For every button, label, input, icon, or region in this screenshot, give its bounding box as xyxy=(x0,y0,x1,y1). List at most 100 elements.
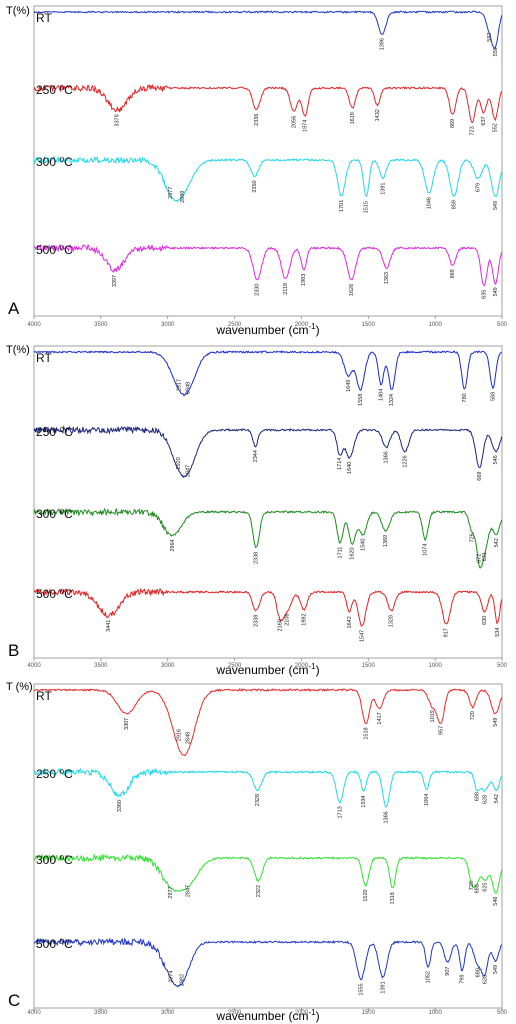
panel-a-peak-label-300-c-1391: 1391 xyxy=(380,183,386,195)
panel-a-peak-label-300-c-1515: 1515 xyxy=(364,201,370,213)
panel-c-series-label-rt: RT xyxy=(36,689,52,703)
panel-c-xtick-label-3000: 3000 xyxy=(161,1010,175,1016)
panel-a-peak-label-250-c-637: 637 xyxy=(481,116,487,125)
panel-b-xlabel: wavenumber (cm-1) xyxy=(215,662,319,677)
panel-a-peak-label-500-c-2118: 2118 xyxy=(283,283,289,295)
panel-b-xtick-label-2500: 2500 xyxy=(228,663,242,669)
panel-b-xtick-label-2000: 2000 xyxy=(295,663,309,669)
panel-c-xtick-label-4000: 4000 xyxy=(27,1010,41,1016)
panel-c-series-label-500-c: 500 ⁰C xyxy=(36,937,73,951)
panel-c-peak-label-rt-720: 720 xyxy=(470,711,476,720)
panel-a-peak-label-250-c-869: 869 xyxy=(450,119,456,128)
panel-b-peak-label-500-c-1547: 1547 xyxy=(359,630,365,642)
panel-b-series-label-rt: RT xyxy=(36,351,52,365)
panel-b-peak-label-500-c-630: 630 xyxy=(482,616,488,625)
panel-b-peak-label-300-c-2964: 2964 xyxy=(170,539,176,551)
panel-c-peak-label-rt-2916: 2916 xyxy=(176,729,182,741)
panel-c-peak-label-300-c-1318: 1318 xyxy=(390,892,396,904)
panel-a-series-label-rt: RT xyxy=(36,11,52,25)
panel-c-plot-frame xyxy=(33,683,503,1009)
panel-c-peak-label-rt-2848: 2848 xyxy=(185,732,191,744)
panel-a-xtick-label-2500: 2500 xyxy=(228,322,242,328)
panel-a-peak-label-250-c-1619: 1619 xyxy=(350,112,356,124)
panel-c-peak-label-250-c-1064: 1064 xyxy=(424,794,430,806)
panel-c-peak-label-rt-1417: 1417 xyxy=(377,712,383,724)
panel-c-peak-label-300-c-2847: 2847 xyxy=(186,885,192,897)
panel-c-series-line-300-c xyxy=(33,853,503,894)
panel-b-peak-label-300-c-726: 726 xyxy=(469,533,475,542)
panel-a-xtick-label-3000: 3000 xyxy=(161,322,175,328)
panel-c-xtick-label-2500: 2500 xyxy=(228,1010,242,1016)
panel-b-xtick-label-3500: 3500 xyxy=(94,663,108,669)
panel-b-xtick-label-4000: 4000 xyxy=(27,663,41,669)
panel-a-peak-label-500-c-549: 549 xyxy=(493,287,499,296)
panel-b-peak-label-300-c-542: 542 xyxy=(494,538,500,547)
panel-b-peak-label-250-c-1714: 1714 xyxy=(337,458,343,470)
panel-c-series-line-rt xyxy=(33,688,503,756)
panel-c-peak-label-250-c-1713: 1713 xyxy=(337,806,343,818)
panel-c-peak-label-500-c-1555: 1555 xyxy=(358,983,364,995)
panel-a-peak-label-300-c-1701: 1701 xyxy=(339,200,345,212)
panel-a-peak-label-250-c-2336: 2336 xyxy=(254,114,260,126)
panel-a-letter: A xyxy=(8,299,20,318)
panel-b-series-line-300-c xyxy=(33,507,503,569)
panel-b-peak-label-250-c-546: 546 xyxy=(493,455,499,464)
panel-c-peak-label-rt-1518: 1518 xyxy=(363,727,369,739)
panel-a-peak-label-rt-550: 550 xyxy=(493,47,499,56)
panel-a-series-label-300-c: 300 ⁰C xyxy=(36,155,73,169)
panel-a-peak-label-250-c-723: 723 xyxy=(470,126,476,135)
panel-c-peak-label-rt-957: 957 xyxy=(438,726,444,735)
panel-a-peak-label-500-c-1626: 1626 xyxy=(349,284,355,296)
panel-a-series-line-250-c xyxy=(33,83,503,124)
panel-c-series-label-300-c: 300 ⁰C xyxy=(36,853,73,867)
panel-b-peak-label-500-c-1642: 1642 xyxy=(347,616,353,628)
panel-a-peak-label-500-c-869: 869 xyxy=(450,269,456,278)
panel-b-peak-label-300-c-2338: 2338 xyxy=(254,552,260,564)
panel-c-peak-label-250-c-3360: 3360 xyxy=(117,800,123,812)
panel-b-peak-label-500-c-2160: 2160 xyxy=(277,619,283,631)
panel-b-peak-label-rt-2848: 2848 xyxy=(185,382,191,394)
panel-c-xtick-label-1500: 1500 xyxy=(362,1010,376,1016)
panel-b-peak-label-rt-1649: 1649 xyxy=(346,380,352,392)
panel-a-peak-label-500-c-635: 635 xyxy=(481,290,487,299)
panel-c-peak-label-250-c-2328: 2328 xyxy=(255,794,261,806)
panel-b-peak-label-300-c-1540: 1540 xyxy=(360,539,366,551)
panel-b-peak-label-250-c-2344: 2344 xyxy=(253,450,259,462)
panel-b-peak-label-500-c-917: 917 xyxy=(444,628,450,637)
panel-c-letter: C xyxy=(8,991,20,1010)
panel-b-series-line-rt xyxy=(33,349,502,397)
panel-a-series-label-500-c: 500 ⁰C xyxy=(36,243,73,257)
panel-c-peak-label-250-c-628: 628 xyxy=(482,795,488,804)
panel-c-peak-label-rt-549: 549 xyxy=(493,718,499,727)
panel-a-peak-label-300-c-1046: 1046 xyxy=(426,197,432,209)
panel-b-peak-label-500-c-1328: 1328 xyxy=(389,615,395,627)
panel-b-xtick-label-1000: 1000 xyxy=(428,663,442,669)
panel-a-peak-label-300-c-2977: 2977 xyxy=(168,187,174,199)
panel-c-series-line-250-c xyxy=(33,767,503,808)
panel-b-xtick-label-1500: 1500 xyxy=(362,663,376,669)
panel-b-peak-label-rt-1558: 1558 xyxy=(358,394,364,406)
panel-b-peak-label-rt-1324: 1324 xyxy=(389,394,395,406)
panel-c-peak-label-500-c-798: 798 xyxy=(460,975,466,984)
panel-b-peak-label-250-c-2847: 2847 xyxy=(186,465,192,477)
panel-a-xtick-label-3500: 3500 xyxy=(94,322,108,328)
panel-b-letter: B xyxy=(8,641,19,660)
panel-c-ylabel: T (%) xyxy=(6,681,33,693)
panel-c-peak-label-300-c-2322: 2322 xyxy=(256,885,262,897)
panel-b-peak-label-500-c-534: 534 xyxy=(495,628,501,637)
panel-a-series-label-250-c: 250 ⁰C xyxy=(36,83,73,97)
panel-b-peak-label-300-c-1074: 1074 xyxy=(423,544,429,556)
panel-c-peak-label-rt-3307: 3307 xyxy=(124,718,130,730)
panel-c-xtick-label-500: 500 xyxy=(497,1010,508,1016)
panel-b-series-label-300-c: 300 ⁰C xyxy=(36,507,73,521)
panel-c-peak-label-500-c-1052: 1052 xyxy=(426,971,432,983)
panel-c-peak-label-250-c-542: 542 xyxy=(494,794,500,803)
panel-b-peak-label-300-c-672: 672 xyxy=(476,554,482,563)
panel-a-ylabel: T(%) xyxy=(6,5,30,17)
panel-c-series-label-250-c: 250 ⁰C xyxy=(36,767,73,781)
panel-c-peak-label-300-c-688: 688 xyxy=(474,884,480,893)
panel-b-peak-label-500-c-3441: 3441 xyxy=(106,620,112,632)
panel-b-series-label-500-c: 500 ⁰C xyxy=(36,587,73,601)
panel-b-peak-label-rt-568: 568 xyxy=(490,392,496,401)
